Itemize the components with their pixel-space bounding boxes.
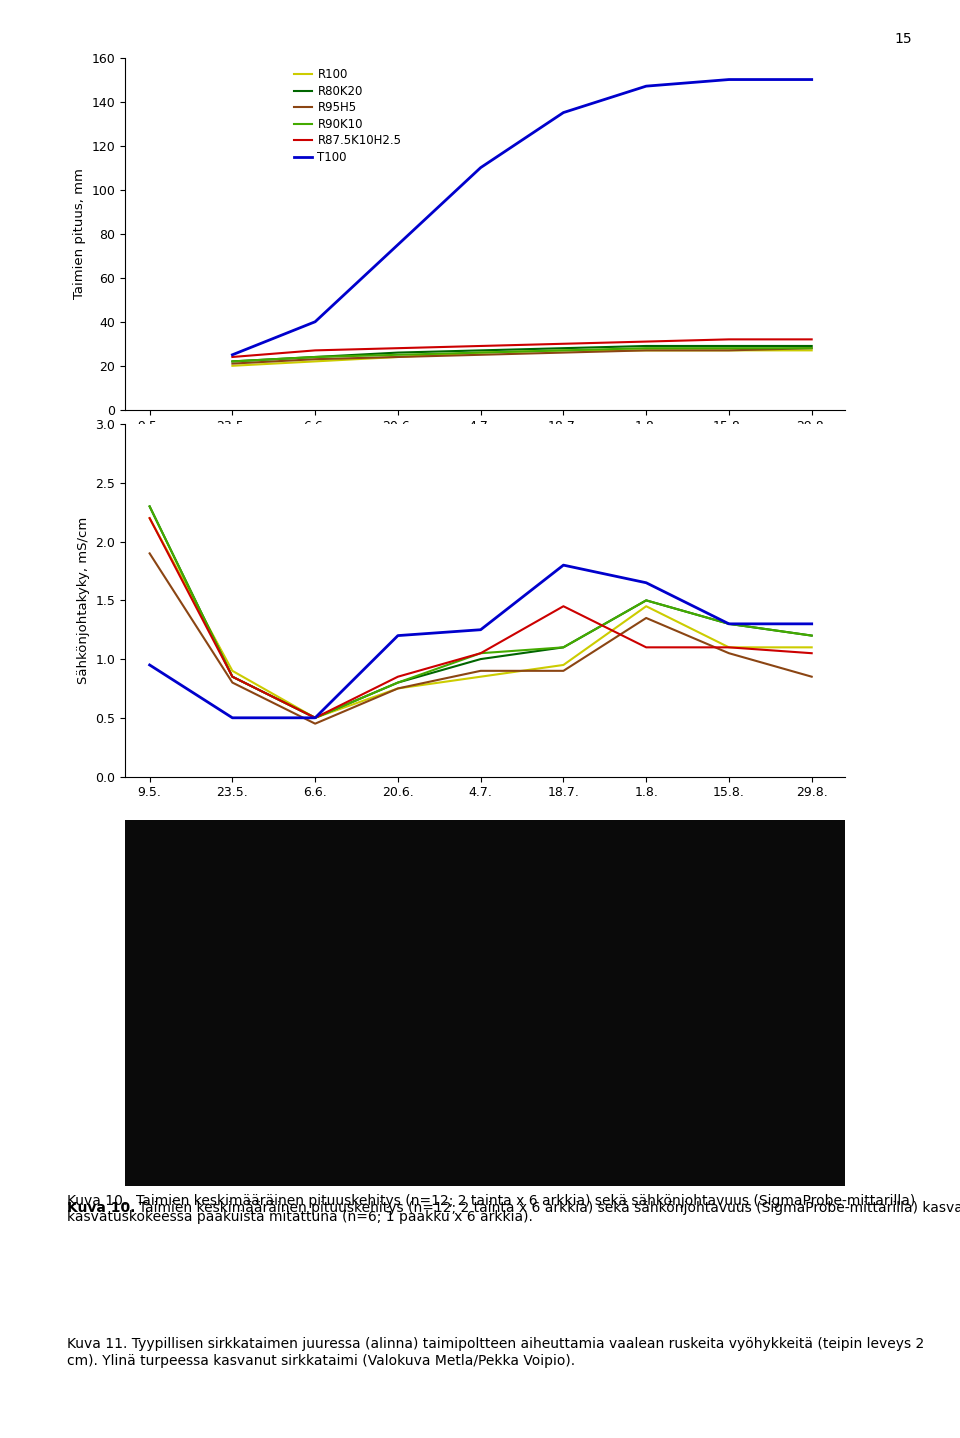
Line: R100: R100 [232,351,812,365]
R95H5 [475,347,487,364]
Text: Kuva 11. Tyypillisen sirkkataimen juuressa (alinna) taimipoltteen aiheuttamia va: Kuva 11. Tyypillisen sirkkataimen juures… [67,1337,924,1368]
R90K10 [806,339,818,357]
T100 [392,236,403,253]
R87.5K10H2.5 [806,331,818,348]
Y-axis label: Taimien pituus, mm: Taimien pituus, mm [73,168,85,299]
T100 [309,313,321,331]
T100 [640,78,652,95]
R100 [806,342,818,360]
R80K20 [475,342,487,360]
R80K20 [309,348,321,365]
R87.5K10H2.5 [558,335,569,352]
R100 [475,344,487,361]
Legend: R100, R80K20, R95H5, R90K10, R87.5K10H2.5, T100: R100, R80K20, R95H5, R90K10, R87.5K10H2.… [289,63,406,168]
R87.5K10H2.5 [640,334,652,351]
T100 [475,160,487,177]
R87.5K10H2.5 [723,331,734,348]
R95H5 [806,339,818,357]
R95H5 [558,344,569,361]
Y-axis label: Sähkönjohtakyky, mS/cm: Sähkönjohtakyky, mS/cm [77,516,89,684]
Line: R80K20: R80K20 [232,347,812,361]
R80K20 [806,338,818,355]
R90K10 [392,347,403,364]
T100 [723,70,734,88]
R87.5K10H2.5 [392,339,403,357]
R100 [309,352,321,370]
R90K10 [475,344,487,361]
Line: T100: T100 [232,79,812,355]
R90K10 [640,339,652,357]
R90K10 [309,348,321,365]
R95H5 [392,348,403,365]
R80K20 [227,352,238,370]
R95H5 [309,351,321,368]
T100 [806,70,818,88]
Line: R95H5: R95H5 [232,348,812,364]
R90K10 [227,352,238,370]
Line: R87.5K10H2.5: R87.5K10H2.5 [232,339,812,357]
R100 [640,342,652,360]
R80K20 [558,339,569,357]
Text: Kuva 10.  Taimien keskimääräinen pituuskehitys (n=12; 2 tainta x 6 arkkia) sekä : Kuva 10. Taimien keskimääräinen pituuske… [67,1194,916,1224]
R90K10 [558,342,569,360]
R100 [227,357,238,374]
Text: 15: 15 [895,32,912,46]
R95H5 [723,342,734,360]
T100 [227,347,238,364]
R80K20 [392,344,403,361]
Text: Kuva 10.: Kuva 10. [67,1201,135,1215]
R80K20 [723,338,734,355]
Line: R90K10: R90K10 [232,348,812,361]
R100 [723,342,734,360]
R100 [392,348,403,365]
Text: Taimien keskimääräinen pituuskehitys (n=12; 2 tainta x 6 arkkia) sekä sähkönjoht: Taimien keskimääräinen pituuskehitys (n=… [130,1201,960,1215]
R87.5K10H2.5 [475,338,487,355]
R87.5K10H2.5 [309,342,321,360]
R95H5 [227,355,238,372]
R100 [558,342,569,360]
R87.5K10H2.5 [227,348,238,365]
R80K20 [640,338,652,355]
T100 [558,104,569,121]
R95H5 [640,342,652,360]
R90K10 [723,339,734,357]
